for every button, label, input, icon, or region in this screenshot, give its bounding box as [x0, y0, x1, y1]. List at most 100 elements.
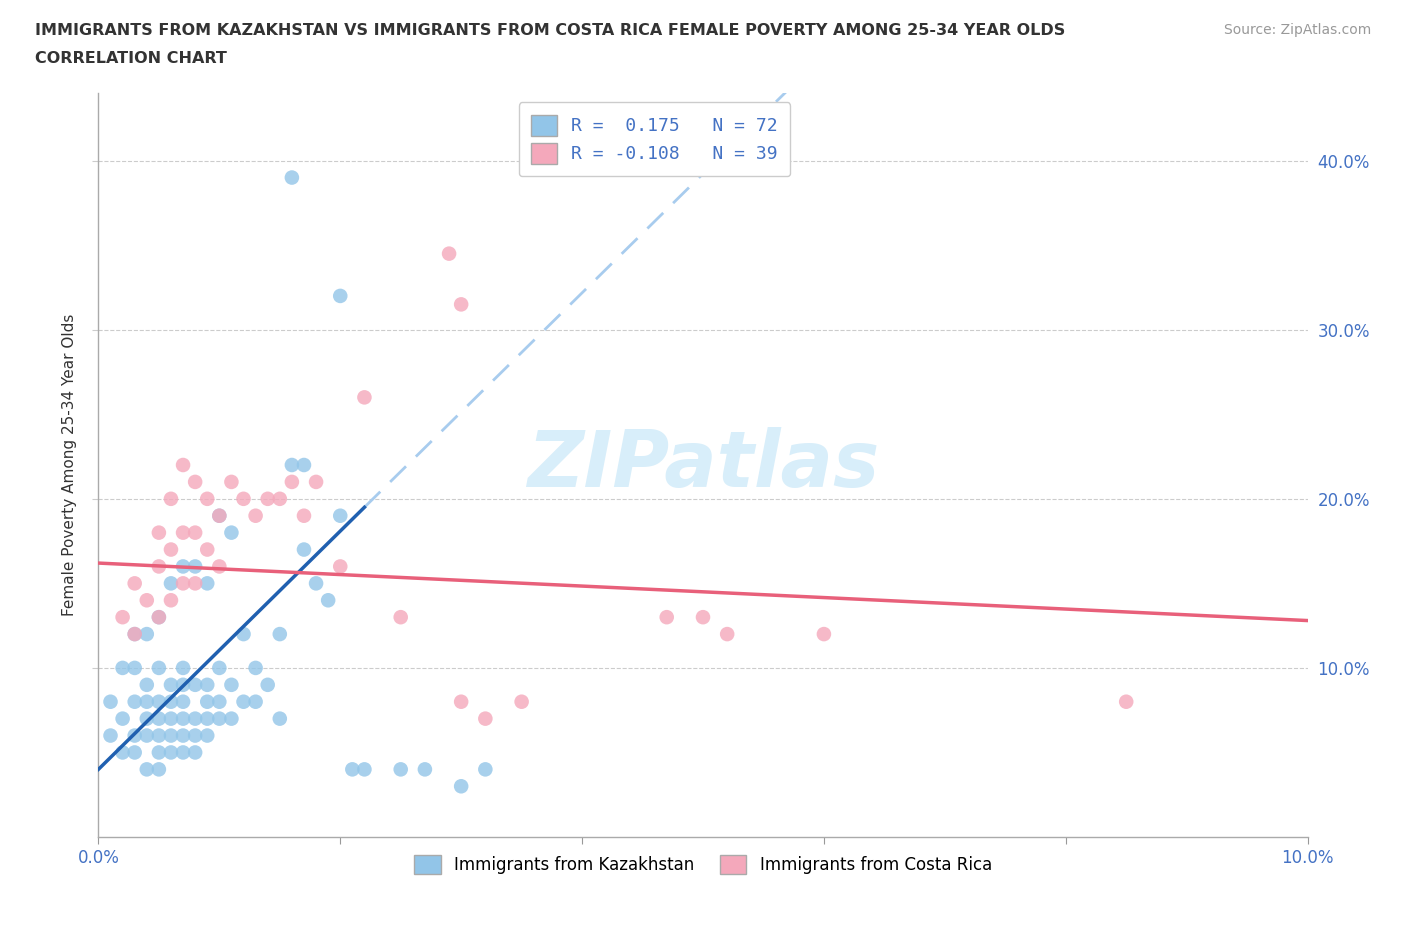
- Point: [135, 677, 157, 692]
- Point: [389, 762, 412, 777]
- Point: [160, 677, 183, 692]
- Point: [148, 711, 170, 726]
- Point: [160, 592, 183, 607]
- Point: [124, 695, 146, 710]
- Point: [195, 677, 218, 692]
- Point: [124, 660, 146, 675]
- Point: [135, 762, 157, 777]
- Point: [245, 695, 267, 710]
- Point: [135, 728, 157, 743]
- Point: [221, 711, 243, 726]
- Point: [195, 728, 218, 743]
- Point: [269, 711, 291, 726]
- Point: [172, 677, 194, 692]
- Point: [256, 491, 278, 506]
- Point: [292, 509, 315, 524]
- Point: [184, 474, 207, 489]
- Point: [184, 576, 207, 591]
- Point: [329, 509, 352, 524]
- Point: [111, 660, 134, 675]
- Point: [160, 491, 183, 506]
- Point: [221, 474, 243, 489]
- Point: [160, 576, 183, 591]
- Point: [172, 660, 194, 675]
- Point: [232, 491, 254, 506]
- Point: [281, 170, 304, 185]
- Point: [474, 762, 496, 777]
- Point: [172, 559, 194, 574]
- Point: [184, 525, 207, 540]
- Point: [389, 610, 412, 625]
- Text: ZIPatlas: ZIPatlas: [527, 427, 879, 503]
- Point: [208, 695, 231, 710]
- Point: [437, 246, 460, 261]
- Point: [305, 474, 328, 489]
- Point: [148, 695, 170, 710]
- Point: [256, 677, 278, 692]
- Point: [184, 559, 207, 574]
- Point: [305, 576, 328, 591]
- Point: [450, 297, 472, 312]
- Point: [195, 695, 218, 710]
- Point: [316, 592, 339, 607]
- Point: [148, 525, 170, 540]
- Point: [329, 559, 352, 574]
- Point: [148, 728, 170, 743]
- Point: [195, 542, 218, 557]
- Text: IMMIGRANTS FROM KAZAKHSTAN VS IMMIGRANTS FROM COSTA RICA FEMALE POVERTY AMONG 25: IMMIGRANTS FROM KAZAKHSTAN VS IMMIGRANTS…: [35, 23, 1066, 38]
- Point: [342, 762, 364, 777]
- Point: [221, 525, 243, 540]
- Point: [269, 627, 291, 642]
- Point: [184, 677, 207, 692]
- Point: [160, 745, 183, 760]
- Point: [195, 491, 218, 506]
- Point: [148, 559, 170, 574]
- Point: [184, 745, 207, 760]
- Point: [716, 627, 738, 642]
- Point: [172, 576, 194, 591]
- Point: [510, 695, 533, 710]
- Point: [329, 288, 352, 303]
- Point: [813, 627, 835, 642]
- Point: [100, 695, 122, 710]
- Point: [111, 610, 134, 625]
- Point: [221, 677, 243, 692]
- Point: [208, 660, 231, 675]
- Point: [135, 627, 157, 642]
- Point: [160, 695, 183, 710]
- Point: [172, 525, 194, 540]
- Point: [124, 728, 146, 743]
- Point: [292, 458, 315, 472]
- Point: [232, 627, 254, 642]
- Point: [148, 745, 170, 760]
- Point: [172, 711, 194, 726]
- Point: [232, 695, 254, 710]
- Point: [413, 762, 436, 777]
- Text: Source: ZipAtlas.com: Source: ZipAtlas.com: [1223, 23, 1371, 37]
- Point: [184, 728, 207, 743]
- Point: [450, 778, 472, 793]
- Point: [184, 711, 207, 726]
- Point: [269, 491, 291, 506]
- Point: [208, 509, 231, 524]
- Legend: Immigrants from Kazakhstan, Immigrants from Costa Rica: Immigrants from Kazakhstan, Immigrants f…: [408, 848, 998, 881]
- Point: [124, 627, 146, 642]
- Point: [450, 695, 472, 710]
- Y-axis label: Female Poverty Among 25-34 Year Olds: Female Poverty Among 25-34 Year Olds: [62, 313, 77, 617]
- Point: [135, 592, 157, 607]
- Point: [208, 509, 231, 524]
- Point: [474, 711, 496, 726]
- Point: [135, 711, 157, 726]
- Point: [172, 745, 194, 760]
- Point: [208, 559, 231, 574]
- Point: [281, 458, 304, 472]
- Point: [100, 728, 122, 743]
- Point: [1115, 695, 1137, 710]
- Text: CORRELATION CHART: CORRELATION CHART: [35, 51, 226, 66]
- Point: [353, 390, 375, 405]
- Point: [111, 711, 134, 726]
- Point: [692, 610, 714, 625]
- Point: [195, 711, 218, 726]
- Point: [160, 728, 183, 743]
- Point: [124, 745, 146, 760]
